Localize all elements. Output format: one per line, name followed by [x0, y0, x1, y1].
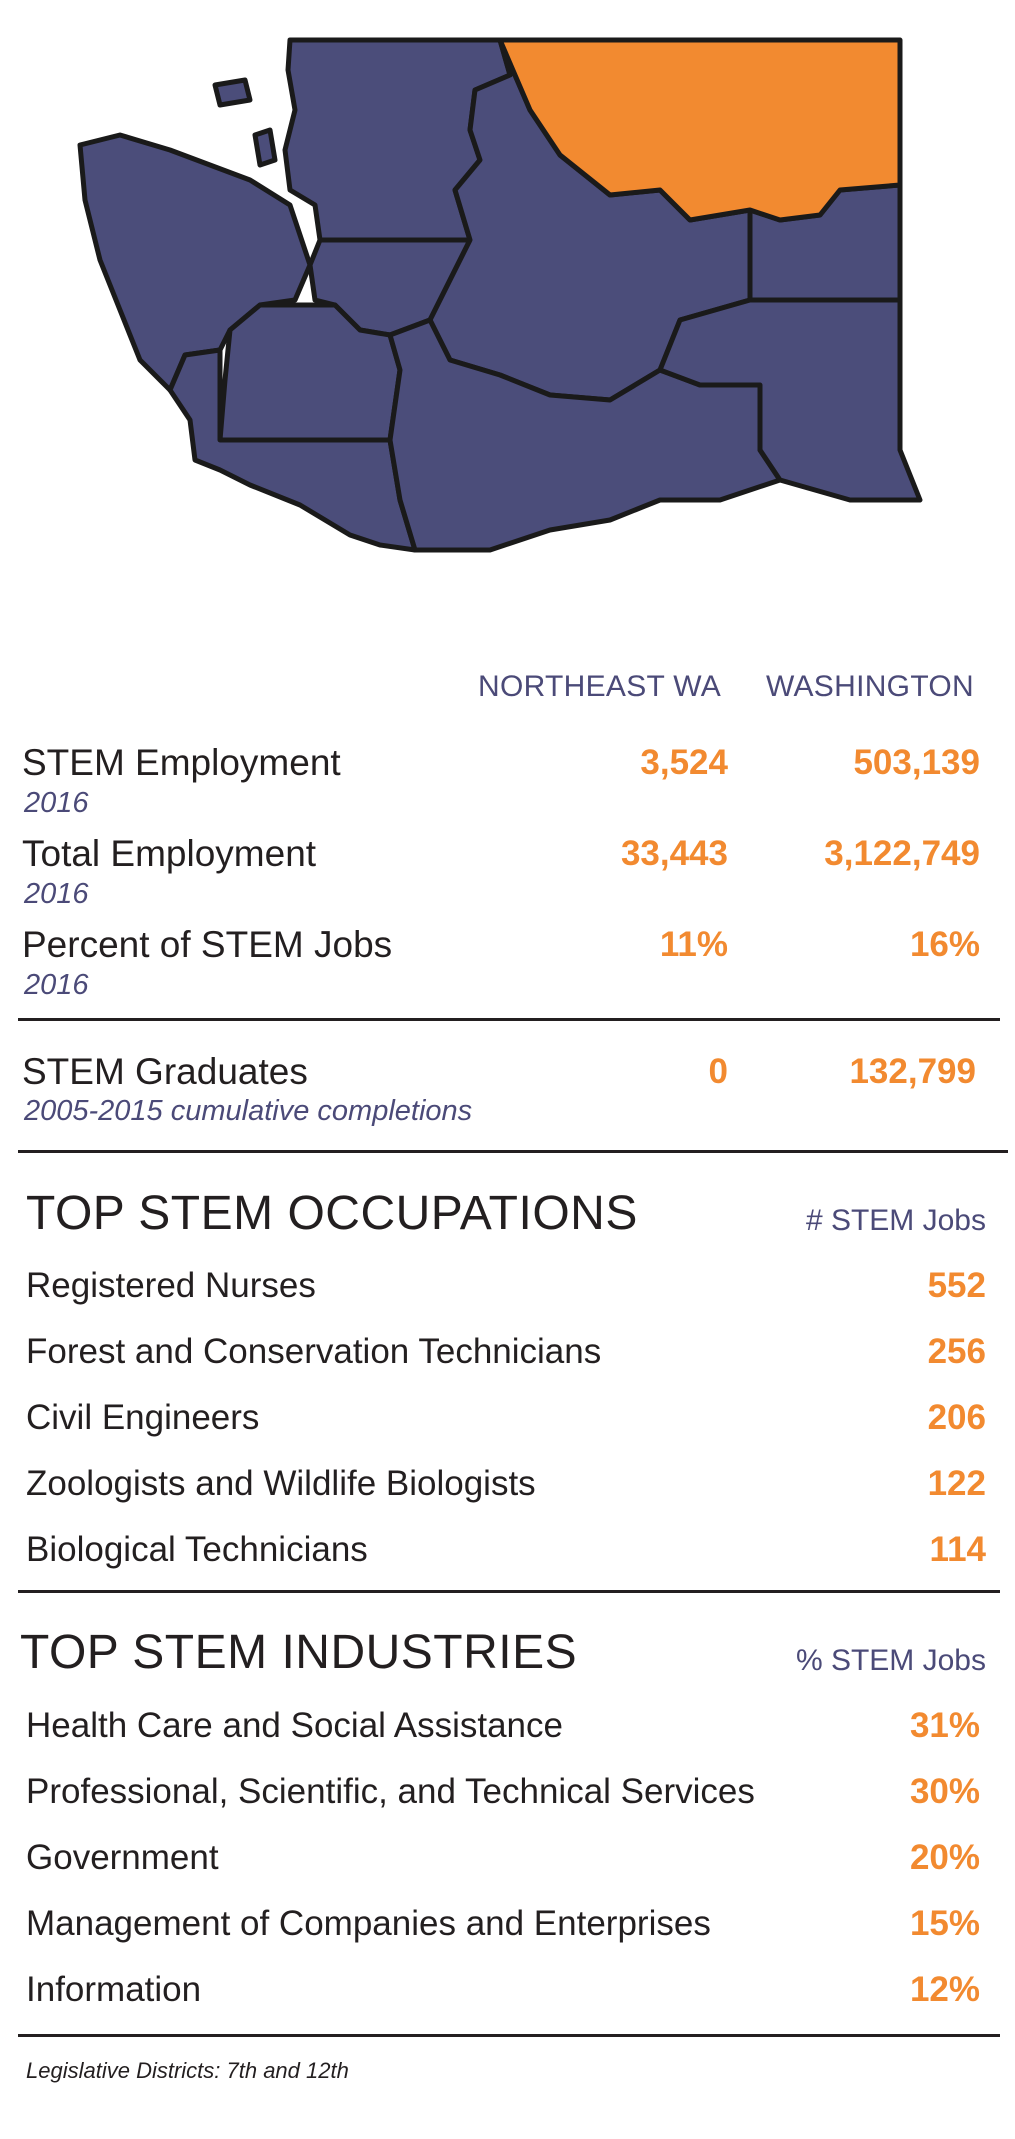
- occupation-value: 552: [927, 1266, 986, 1305]
- occupation-value: 206: [927, 1398, 986, 1437]
- stat-region-value: 11%: [659, 925, 728, 964]
- col-header-state: WASHINGTON: [766, 670, 975, 703]
- occupation-value: 256: [927, 1332, 986, 1371]
- col-header-region: NORTHEAST WA: [478, 670, 722, 703]
- industry-label: Health Care and Social Assistance: [26, 1706, 563, 1745]
- footnote-legislative-districts: Legislative Districts: 7th and 12th: [26, 2058, 349, 2083]
- occupation-label: Zoologists and Wildlife Biologists: [26, 1464, 536, 1503]
- divider: [18, 1150, 1008, 1153]
- divider: [18, 1590, 1000, 1593]
- stat-label-stem-employment: STEM Employment: [22, 742, 341, 783]
- industry-value: 30%: [909, 1772, 980, 1811]
- stat-sub-year: 2016: [24, 878, 89, 910]
- stat-region-value: 33,443: [620, 834, 728, 873]
- stat-label-stem-graduates: STEM Graduates: [22, 1051, 308, 1092]
- industry-value: 12%: [909, 1970, 980, 2009]
- island-1: [212, 77, 253, 108]
- washington-region-map: [60, 30, 950, 610]
- divider: [18, 1018, 1000, 1021]
- stat-region-value: 3,524: [640, 743, 728, 782]
- industry-value: 20%: [909, 1838, 980, 1877]
- occupation-value: 114: [929, 1530, 986, 1569]
- island-2: [252, 127, 278, 168]
- occupation-value: 122: [927, 1464, 986, 1503]
- industry-label: Government: [26, 1838, 219, 1877]
- occupation-label: Forest and Conservation Technicians: [26, 1332, 602, 1371]
- stat-state-value: 3,122,749: [824, 834, 980, 873]
- industries-title: TOP STEM INDUSTRIES: [20, 1626, 578, 1679]
- stat-label-total-employment: Total Employment: [22, 833, 317, 874]
- occupation-label: Civil Engineers: [26, 1398, 260, 1437]
- occupation-label: Registered Nurses: [26, 1266, 316, 1305]
- occupations-title: TOP STEM OCCUPATIONS: [26, 1187, 638, 1240]
- stat-sub-cumulative: 2005-2015 cumulative completions: [24, 1095, 473, 1127]
- stat-region-value: 0: [708, 1052, 728, 1091]
- industry-value: 15%: [909, 1904, 980, 1943]
- occupation-label: Biological Technicians: [26, 1530, 368, 1569]
- region-south-central: [387, 317, 783, 553]
- industry-value: 31%: [909, 1706, 980, 1745]
- washington-map-svg: [77, 37, 923, 553]
- region-northeast-highlight: [497, 37, 903, 223]
- stat-sub-year: 2016: [24, 969, 89, 1001]
- occupations-metric-label: # STEM Jobs: [805, 1204, 986, 1237]
- stat-state-value: 132,799: [849, 1052, 976, 1091]
- region-southeast: [657, 297, 923, 503]
- region-southwest: [167, 347, 418, 553]
- industry-label: Professional, Scientific, and Technical …: [26, 1772, 755, 1811]
- industries-metric-label: % STEM Jobs: [795, 1644, 986, 1677]
- stat-sub-year: 2016: [24, 787, 89, 819]
- stat-state-value: 16%: [909, 925, 980, 964]
- divider: [18, 2034, 1000, 2037]
- industry-label: Information: [26, 1970, 202, 2009]
- stat-state-value: 503,139: [853, 743, 980, 782]
- industry-label: Management of Companies and Enterprises: [26, 1904, 711, 1943]
- stat-label-percent-stem: Percent of STEM Jobs: [22, 924, 393, 965]
